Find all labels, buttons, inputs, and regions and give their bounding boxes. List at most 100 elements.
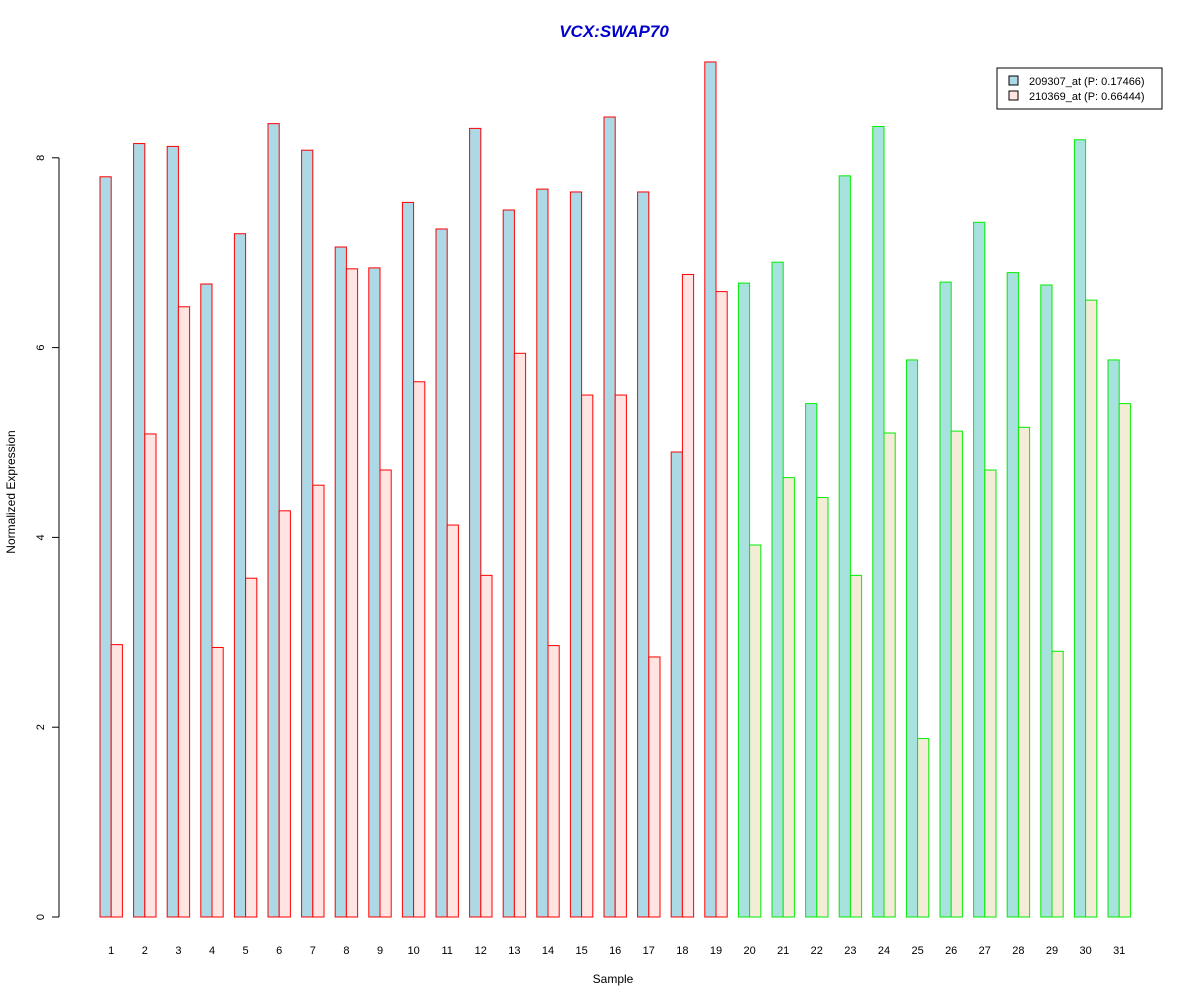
x-tick-label-29: 29 [1046,945,1058,957]
bar-sample-15-series-2 [581,394,594,918]
y-tick-label: 2 [35,724,47,730]
bar-sample-22-series-1 [805,403,818,918]
x-tick-labels: 1 2 3 4 5 6 7 8 9 10 11 12 13 14 15 16 17 18 19 20 21 22 23 24 2… [108,945,1125,957]
bar-sample-21-series-2 [782,477,795,918]
x-tick-label-21: 21 [777,945,789,957]
bar-sample-14-series-1 [536,188,549,918]
bar-sample-22-series-2 [816,497,829,918]
x-tick-label-28: 28 [1012,945,1024,957]
bar-sample-26-series-2 [950,430,963,918]
bar-sample-1-series-1 [99,176,112,918]
y-tick-label: 8 [35,155,47,161]
x-tick-label-23: 23 [844,945,856,957]
bar-sample-29-series-2 [1051,650,1064,918]
bar-sample-4-series-2 [211,646,224,918]
y-tick-label: 4 [35,534,47,540]
bar-sample-18-series-2 [681,274,695,918]
x-tick-label-27: 27 [979,945,991,957]
x-tick-label-15: 15 [575,945,587,957]
x-tick-label-25: 25 [911,945,923,957]
bar-sample-27-series-1 [973,221,986,918]
bar-sample-12-series-1 [469,127,482,918]
legend-label-series-2: 210369_at (P: 0.66444) [1029,91,1145,103]
bar-sample-31-series-1 [1107,359,1120,918]
bar-sample-12-series-2 [480,574,493,918]
x-tick-label-19: 19 [710,945,722,957]
bar-sample-2-series-2 [144,433,157,918]
x-tick-label-22: 22 [811,945,823,957]
bar-sample-3-series-2 [177,306,191,918]
bar-sample-20-series-1 [737,282,751,918]
bar-sample-25-series-2 [917,738,930,918]
y-axis-title: Normalized Expression [4,430,18,553]
x-tick-label-30: 30 [1079,945,1091,957]
bar-sample-31-series-2 [1118,403,1131,918]
chart-title: VCX:SWAP70 [559,22,669,41]
y-tick-label: 0 [35,914,47,920]
bar-sample-23-series-2 [849,574,863,918]
x-axis-title: Sample [593,972,634,986]
bar-sample-16-series-2 [614,394,627,918]
bar-sample-15-series-1 [569,191,583,918]
x-tick-label-7: 7 [310,945,316,957]
bar-sample-17-series-1 [637,191,650,918]
bar-sample-17-series-2 [648,656,661,918]
x-tick-label-5: 5 [243,945,249,957]
bar-sample-21-series-1 [771,261,784,918]
x-tick-label-10: 10 [407,945,419,957]
bar-sample-27-series-2 [984,469,997,918]
bar-sample-2-series-1 [133,143,146,918]
bar-sample-5-series-1 [233,233,247,918]
x-tick-label-17: 17 [643,945,655,957]
legend: 209307_at (P: 0.17466) 210369_at (P: 0.6… [996,67,1163,110]
bar-sample-16-series-1 [603,116,616,918]
legend-swatch-series-2 [1008,90,1019,101]
bar-sample-30-series-1 [1073,139,1087,918]
x-tick-label-13: 13 [508,945,520,957]
x-tick-label-12: 12 [475,945,487,957]
bar-sample-8-series-1 [334,246,347,918]
bar-sample-3-series-1 [166,145,179,918]
x-tick-label-4: 4 [209,945,215,957]
bar-sample-19-series-1 [704,61,717,918]
bar-sample-10-series-2 [413,381,426,918]
bar-sample-9-series-1 [368,267,381,918]
bar-sample-8-series-2 [345,268,359,918]
bar-sample-18-series-1 [670,451,683,918]
x-tick-label-2: 2 [142,945,148,957]
bar-sample-30-series-2 [1085,299,1098,918]
bar-sample-6-series-2 [278,510,291,918]
bar-sample-28-series-2 [1017,426,1031,918]
bar-sample-26-series-1 [939,281,952,918]
bar-sample-11-series-2 [446,524,459,918]
bar-sample-13-series-2 [513,352,527,918]
x-tick-label-11: 11 [441,945,452,957]
bar-sample-6-series-1 [267,123,280,918]
y-axis: 0 2 4 6 8 [35,155,60,920]
x-tick-label-26: 26 [945,945,957,957]
x-tick-label-3: 3 [175,945,181,957]
x-tick-label-20: 20 [743,945,755,957]
bar-sample-7-series-1 [301,149,314,918]
bar-sample-1-series-2 [110,644,123,918]
bar-sample-13-series-1 [502,209,515,918]
bar-sample-24-series-2 [883,432,896,918]
x-tick-label-31: 31 [1113,945,1125,957]
bar-sample-5-series-2 [245,577,258,918]
bar-sample-28-series-1 [1006,272,1019,918]
bar-sample-4-series-1 [200,283,213,918]
bar-sample-20-series-2 [749,544,762,918]
legend-box [996,67,1163,110]
bar-sample-10-series-1 [401,201,415,918]
bar-sample-25-series-1 [905,359,919,918]
x-tick-label-16: 16 [609,945,621,957]
legend-swatch-series-1 [1008,75,1019,86]
bar-sample-19-series-2 [715,291,728,918]
x-tick-label-24: 24 [878,945,890,957]
legend-label-series-1: 209307_at (P: 0.17466) [1029,76,1145,88]
x-tick-label-1: 1 [108,945,114,957]
bars [99,61,1131,918]
bar-sample-7-series-2 [312,484,325,918]
